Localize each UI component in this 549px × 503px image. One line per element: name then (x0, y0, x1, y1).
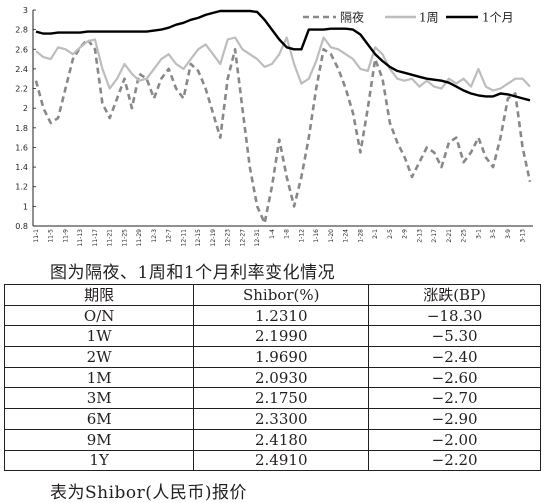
x-tick-label: 2-9 (402, 229, 409, 239)
y-tick-label: 2 (23, 104, 28, 113)
y-tick-label: 1.6 (15, 143, 28, 152)
cell-period: 6M (3, 408, 195, 430)
x-tick-label: 2-25 (461, 229, 468, 243)
y-tick-label: 3 (23, 6, 28, 15)
x-tick-label: 11-5 (48, 229, 55, 243)
cell-shibor: 2.1750 (193, 387, 370, 410)
rate-line-chart: 0.811.21.41.61.822.22.42.62.83 11-1 11-5 1… (15, 6, 533, 247)
x-tick-label: 3-5 (490, 229, 497, 239)
cell-shibor: 1.2310 (193, 304, 370, 327)
x-tick-label: 11-29 (136, 229, 143, 247)
x-tick-label: 11-9 (62, 229, 69, 243)
cell-change: −2.70 (368, 387, 541, 410)
x-tick-label: 2-21 (446, 229, 453, 243)
x-tick-label: 1-28 (357, 229, 364, 243)
series-line-1 (35, 36, 531, 92)
cell-change: −2.40 (368, 346, 541, 368)
y-tick-label: 1.4 (15, 163, 28, 172)
table-row: 9M 2.4180 −2.00 (3, 428, 541, 451)
y-tick-label: 1.8 (15, 124, 28, 133)
cell-shibor: 2.3300 (193, 408, 370, 430)
x-tick-label: 12-15 (195, 229, 202, 247)
table-row: 1M 2.0930 −2.60 (3, 366, 541, 389)
x-tick-label: 1-12 (298, 229, 305, 243)
cell-shibor: 2.0930 (193, 366, 370, 389)
table-row: 6M 2.3300 −2.90 (3, 408, 541, 430)
x-tick-label: 2-17 (431, 229, 438, 243)
y-tick-label: 2.4 (15, 65, 28, 74)
cell-change: −18.30 (368, 304, 541, 327)
x-tick-label: 2-5 (387, 229, 394, 239)
legend-label: 1周 (419, 11, 439, 25)
y-tick-label: 2.6 (15, 45, 28, 54)
series-lines (34, 9, 532, 225)
header-shibor: Shibor(%) (193, 284, 370, 306)
x-tick-label: 12-7 (166, 229, 173, 243)
table-row: O/N 1.2310 −18.30 (3, 304, 541, 327)
cell-shibor: 2.4180 (193, 428, 370, 451)
series-line-0 (34, 38, 532, 225)
x-tick-label: 11-21 (107, 229, 114, 247)
x-tick-label: 12-31 (254, 229, 261, 247)
cell-change: −2.20 (368, 449, 541, 472)
x-tick-label: 1-8 (284, 229, 291, 239)
table-caption: 表为Shibor(人民币)报价 (50, 483, 248, 503)
x-tick-label: 2-13 (416, 229, 423, 243)
x-tick-label: 11-17 (92, 229, 99, 247)
legend: 隔夜 1周 1个月 (303, 10, 514, 25)
header-change: 涨跌(BP) (368, 284, 541, 306)
x-tick-label: 11-1 (33, 229, 40, 243)
y-tick-labels: 0.8 1 1.2 1.4 1.6 1.8 2 2.2 2.4 2.6 2.8 3 (15, 6, 36, 231)
cell-shibor: 2.4910 (193, 449, 370, 472)
x-tick-label: 11-13 (77, 229, 84, 247)
y-tick-label: 1.2 (15, 183, 28, 192)
legend-label: 1个月 (482, 11, 514, 25)
x-tick-label: 12-23 (225, 229, 232, 247)
x-tick-label: 3-1 (475, 229, 482, 239)
y-tick-label: 2.8 (15, 26, 28, 35)
x-tick-label: 12-19 (210, 229, 217, 247)
cell-shibor: 2.1990 (193, 325, 370, 348)
x-tick-label: 1-24 (343, 229, 350, 243)
x-tick-label: 12-11 (180, 229, 187, 247)
x-tick-label: 12-3 (151, 229, 158, 243)
cell-period: 9M (3, 428, 195, 451)
table-header-row: 期限 Shibor(%) 涨跌(BP) (3, 284, 541, 306)
table-row: 3M 2.1750 −2.70 (3, 387, 541, 410)
series-line-2 (35, 9, 531, 102)
legend-label: 隔夜 (340, 10, 364, 25)
x-tick-labels: 11-1 11-5 11-9 11-13 11-17 11-21 11-25 11-29 12-… (33, 229, 527, 247)
x-tick-label: 12-27 (239, 229, 246, 247)
table-row: 1Y 2.4910 −2.20 (3, 449, 541, 472)
chart-caption: 图为隔夜、1周和1个月利率变化情况 (50, 263, 336, 283)
x-tick-label: 1-20 (328, 229, 335, 243)
cell-period: O/N (3, 304, 195, 327)
x-tick-label: 2-1 (372, 229, 379, 239)
y-tick-label: 1 (23, 202, 28, 211)
y-tick-label: 2.2 (15, 85, 28, 94)
cell-period: 3M (3, 387, 195, 410)
cell-period: 1M (3, 366, 195, 389)
cell-shibor: 1.9690 (193, 346, 370, 368)
cell-change: −2.00 (368, 428, 541, 451)
table-row: 1W 2.1990 −5.30 (3, 325, 541, 348)
header-period: 期限 (3, 284, 195, 306)
cell-change: −5.30 (368, 325, 541, 348)
cell-period: 2W (3, 346, 195, 368)
y-tick-label: 0.8 (15, 222, 28, 231)
table-row: 2W 1.9690 −2.40 (3, 346, 541, 368)
cell-period: 1W (3, 325, 195, 348)
x-tick-label: 1-4 (269, 229, 276, 239)
x-tick-label: 3-13 (520, 229, 527, 243)
x-tick-label: 11-25 (121, 229, 128, 247)
x-tick-label: 3-9 (505, 229, 512, 239)
cell-period: 1Y (3, 449, 195, 472)
cell-change: −2.90 (368, 408, 541, 430)
x-tick-label: 1-16 (313, 229, 320, 243)
shibor-table: 期限 Shibor(%) 涨跌(BP) O/N 1.2310 −18.30 1W… (3, 284, 541, 472)
cell-change: −2.60 (368, 366, 541, 389)
